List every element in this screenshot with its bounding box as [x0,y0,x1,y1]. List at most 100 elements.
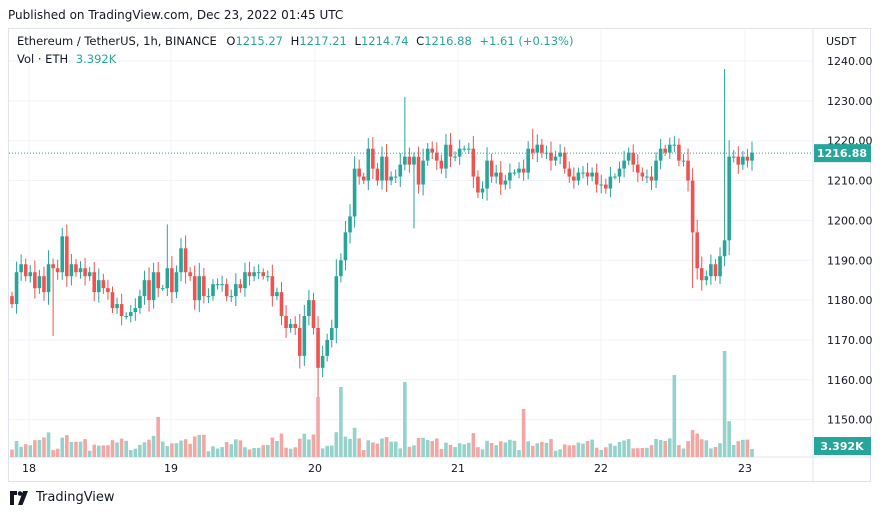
volume-bar [727,421,731,457]
volume-bar [23,444,28,457]
candle-body [462,148,467,150]
candle-body [667,144,672,153]
symbol-name[interactable]: Ethereum / TetherUS, 1h, BINANCE [17,34,217,48]
volume-bar [165,446,170,457]
volume-bar [581,443,585,457]
candle-body [494,172,498,177]
candle-body [206,296,211,298]
candle-body [229,296,234,298]
candle-body [270,276,275,297]
x-tick-label: 18 [22,462,36,475]
volume-bar [366,440,371,457]
candle-body [220,284,224,286]
candle-body [663,148,668,153]
candle-body [622,160,626,169]
candle-body [110,292,115,309]
candle-body [256,272,261,274]
candle-body [142,280,147,297]
candle-body [69,264,74,277]
candle-body [521,168,526,173]
candle-body [594,172,599,185]
candle-body [202,276,206,297]
volume-bar [334,432,339,457]
volume-bar [174,443,179,457]
candle-body [224,284,229,297]
candle-body [320,355,325,368]
volume-bar [453,447,457,457]
candle-body [165,268,170,289]
candle-body [654,160,658,181]
candle-body [553,156,558,161]
volume-bar [83,439,87,457]
volume-bar [101,445,106,457]
volume-bar [640,448,645,457]
volume-bar [645,447,649,457]
candle-body [626,152,631,161]
candle-body [567,168,572,177]
volume-bar [608,443,613,457]
volume-bar [439,448,444,457]
candle-body [599,184,604,186]
candle-body [421,160,425,185]
y-tick-label: 1200.00 [827,214,873,227]
volume-bar [558,449,562,457]
volume-bar [380,438,384,457]
candle-body [211,284,215,297]
x-tick-label: 22 [594,462,608,475]
volume-bar [288,448,293,457]
volume-bar [412,445,416,457]
volume-bar [572,445,576,457]
volume-bar [403,382,407,457]
chart-frame[interactable] [8,28,871,482]
candle-body [393,176,398,178]
volume-bar [654,439,658,457]
candle-body [352,168,357,217]
close-label: C [416,34,425,48]
candle-body [508,172,512,181]
volume-bar [320,448,325,457]
volume-bar [55,448,60,457]
volume-bar [617,441,622,457]
candle-body [74,264,78,273]
candle-body [384,156,389,181]
candle-body [60,236,65,273]
volume-bar [585,441,590,457]
volume-label[interactable]: Vol · ETH [17,52,69,66]
candle-body [334,276,339,328]
volume-bar [92,444,97,457]
volume-bar [110,440,115,457]
volume-bar [466,442,471,457]
volume-bar [471,433,476,457]
candle-body [750,152,754,161]
volume-bar [576,442,581,457]
candle-body [403,156,407,165]
volume-bar [279,433,284,457]
volume-bar [325,445,329,457]
volume-bar [183,439,188,457]
candle-body [293,324,298,328]
volume-bar [695,433,699,457]
volume-bar [206,451,211,457]
tradingview-logo-icon [10,490,28,505]
candle-body [722,240,727,257]
volume-bar [375,443,380,457]
candle-body [636,164,640,173]
candle-body [343,232,348,261]
volume-bar [28,445,33,457]
volume-bar [361,450,366,457]
candle-body [192,276,197,301]
candle-body [699,268,704,281]
last-price-label: 1216.88 [817,147,867,160]
volume-bar [494,445,498,457]
candle-body [690,180,695,233]
candle-body [613,176,617,178]
candle-body [380,156,384,181]
volume-bar [722,351,727,457]
volume-bar [339,387,343,457]
candle-body [23,264,28,277]
candle-body [238,284,243,289]
volume-bar [736,441,741,457]
candle-body [540,144,544,153]
volume-bar [480,449,485,457]
